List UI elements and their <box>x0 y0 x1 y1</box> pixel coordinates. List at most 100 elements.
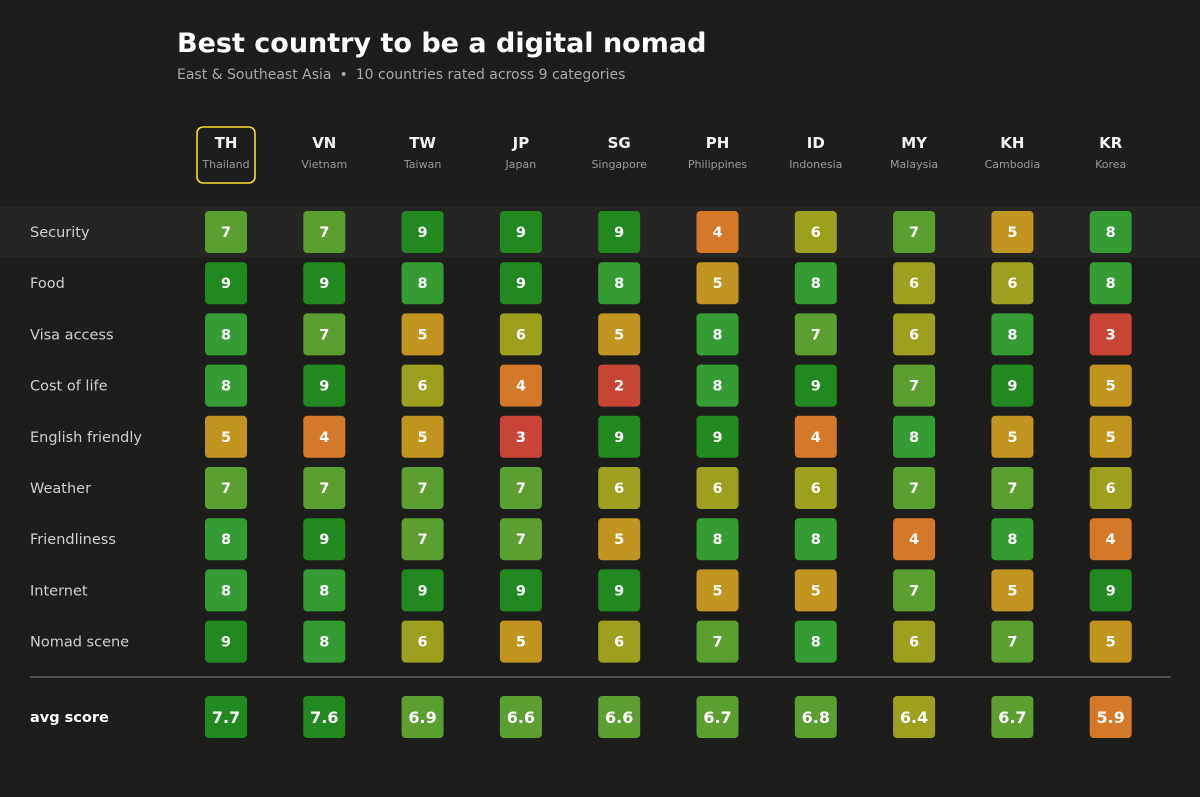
score-value: 8 <box>811 635 821 651</box>
column-code-my: MY <box>901 134 928 152</box>
average-value: 6.6 <box>507 708 535 727</box>
score-cell <box>893 364 936 407</box>
score-value: 8 <box>909 430 919 446</box>
column-code-ph: PH <box>706 134 730 152</box>
row-label: English friendly <box>30 430 142 446</box>
score-cell <box>893 518 936 561</box>
score-cell <box>401 569 444 612</box>
score-value: 6 <box>418 635 428 651</box>
chart-title: Best country to be a digital nomad <box>177 28 707 59</box>
score-value: 7 <box>418 532 428 548</box>
average-cell <box>598 696 641 738</box>
chart-subtitle: East & Southeast Asia • 10 countries rated… <box>177 67 625 83</box>
score-value: 5 <box>1007 430 1017 446</box>
column-name-vn: Vietnam <box>301 158 347 171</box>
score-cell <box>794 518 837 561</box>
column-name-ph: Philippines <box>688 158 748 171</box>
score-value: 6 <box>811 481 821 497</box>
score-cell <box>991 518 1034 561</box>
score-cell <box>696 313 739 356</box>
score-value: 6 <box>712 481 722 497</box>
score-value: 8 <box>1007 532 1017 548</box>
score-value: 9 <box>614 430 624 446</box>
score-value: 5 <box>1007 583 1017 599</box>
score-value: 8 <box>221 379 231 395</box>
column-name-my: Malaysia <box>890 158 938 171</box>
average-value: 6.4 <box>900 708 928 727</box>
score-cell <box>1089 313 1132 356</box>
score-cell <box>991 313 1034 356</box>
score-value: 7 <box>909 583 919 599</box>
score-cell <box>303 569 346 612</box>
column-name-tw: Taiwan <box>403 158 441 171</box>
score-cell <box>598 313 641 356</box>
score-cell <box>893 262 936 305</box>
score-cell <box>1089 364 1132 407</box>
score-cell <box>598 518 641 561</box>
score-cell <box>499 569 542 612</box>
score-value: 6 <box>418 379 428 395</box>
average-cell <box>991 696 1034 738</box>
score-value: 8 <box>418 276 428 292</box>
score-value: 8 <box>712 379 722 395</box>
score-cell <box>991 211 1034 253</box>
score-cell <box>991 467 1034 509</box>
score-cell <box>598 620 641 663</box>
score-cell <box>401 313 444 356</box>
score-cell <box>696 262 739 305</box>
score-value: 9 <box>221 635 231 651</box>
score-cell <box>499 364 542 407</box>
average-value: 6.9 <box>408 708 436 727</box>
column-code-vn: VN <box>312 134 336 152</box>
score-cell <box>991 364 1034 407</box>
score-cell <box>303 211 346 253</box>
score-value: 6 <box>1106 481 1116 497</box>
score-cell <box>991 262 1034 305</box>
column-code-tw: TW <box>409 134 436 152</box>
score-cell <box>1089 211 1132 253</box>
score-value: 5 <box>712 276 722 292</box>
score-cell <box>205 467 247 509</box>
score-value: 3 <box>516 430 526 446</box>
score-cell <box>401 262 444 305</box>
score-value: 9 <box>1106 583 1116 599</box>
score-value: 6 <box>909 327 919 343</box>
score-cell <box>205 569 247 612</box>
score-cell <box>794 313 837 356</box>
score-cell <box>893 211 936 253</box>
score-cell <box>598 211 641 253</box>
score-cell <box>303 518 346 561</box>
column-code-id: ID <box>807 134 825 152</box>
score-value: 6 <box>909 635 919 651</box>
score-value: 5 <box>712 583 722 599</box>
score-value: 3 <box>1106 327 1116 343</box>
score-cell <box>205 415 247 458</box>
score-cell <box>499 518 542 561</box>
score-value: 8 <box>221 327 231 343</box>
average-cell <box>893 696 936 738</box>
row-label: Security <box>30 225 90 241</box>
score-value: 7 <box>712 635 722 651</box>
row-label: Cost of life <box>30 379 108 395</box>
column-name-id: Indonesia <box>789 158 842 171</box>
score-cell <box>303 467 346 509</box>
score-value: 9 <box>221 276 231 292</box>
score-value: 7 <box>909 481 919 497</box>
score-cell <box>205 518 247 561</box>
score-cell <box>696 415 739 458</box>
score-cell <box>205 620 247 663</box>
row-label: Visa access <box>30 327 114 343</box>
score-value: 5 <box>614 327 624 343</box>
score-value: 5 <box>811 583 821 599</box>
score-cell <box>401 415 444 458</box>
score-cell <box>499 467 542 509</box>
score-cell <box>991 415 1034 458</box>
highlighted-column-frame <box>196 126 256 184</box>
column-code-jp: JP <box>512 134 530 152</box>
score-cell <box>696 569 739 612</box>
score-value: 5 <box>516 635 526 651</box>
score-cell <box>401 518 444 561</box>
score-value: 8 <box>221 532 231 548</box>
score-cell <box>401 467 444 509</box>
score-cell <box>696 620 739 663</box>
